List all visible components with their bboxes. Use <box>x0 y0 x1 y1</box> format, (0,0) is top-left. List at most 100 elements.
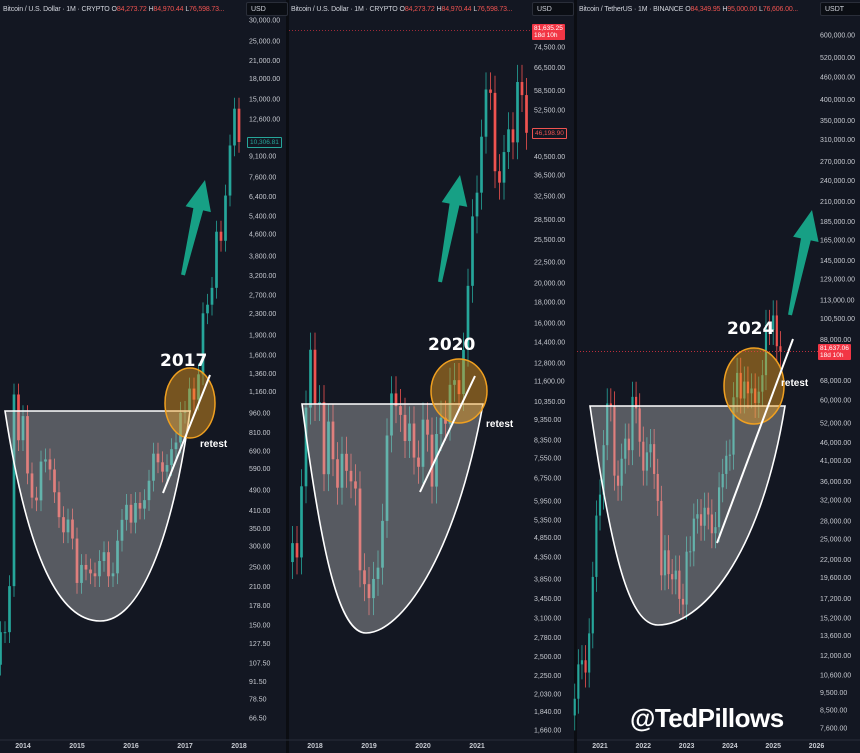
candle-body <box>736 372 739 398</box>
price-tick-label: 12,800.00 <box>534 361 565 368</box>
cup-pattern-shape <box>301 403 484 634</box>
candle-body <box>197 374 200 400</box>
price-tick-label: 28,000.00 <box>820 519 851 526</box>
candle-body <box>717 487 721 528</box>
candle <box>507 112 510 169</box>
candle <box>300 469 303 575</box>
candle-body <box>0 632 2 665</box>
candle-body <box>80 564 83 583</box>
candle-body <box>435 434 438 487</box>
candle <box>367 567 371 616</box>
candle <box>21 405 25 452</box>
price-value: 81,637.06 <box>820 345 849 353</box>
candle-body <box>750 388 753 394</box>
candle-body <box>685 551 688 605</box>
candle-body <box>656 473 659 501</box>
candle-body <box>602 445 605 495</box>
currency-selector[interactable]: USDT <box>820 2 860 16</box>
candle-body <box>772 315 775 330</box>
candle <box>30 462 34 509</box>
candle <box>349 453 353 499</box>
candle-body <box>152 453 155 481</box>
candle-body <box>457 380 461 395</box>
candle <box>125 493 128 531</box>
candle <box>421 402 425 484</box>
candle-body <box>642 441 645 471</box>
candle <box>710 499 713 549</box>
candle <box>642 426 645 486</box>
candle <box>466 268 470 367</box>
candle <box>480 119 483 210</box>
candle-body <box>732 397 735 455</box>
price-tick-label: 40,500.00 <box>534 154 565 161</box>
symbol-title[interactable]: Bitcoin / TetherUS · 1M · BINANCE <box>579 5 684 13</box>
candle-body <box>588 633 591 673</box>
price-tick-label: 1,360.00 <box>249 371 276 378</box>
candle-body <box>39 461 43 501</box>
price-tick-label: 22,500.00 <box>534 259 565 266</box>
candle <box>165 454 169 483</box>
candle-body <box>573 698 576 716</box>
candle-body <box>471 216 474 286</box>
candle <box>390 376 393 453</box>
price-tick-label: 100,500.00 <box>820 316 855 323</box>
candle-body <box>331 421 335 460</box>
up-arrow-icon <box>788 210 819 316</box>
candle <box>573 683 576 731</box>
low-value: 76,598.73... <box>477 5 513 13</box>
candle <box>656 458 659 516</box>
candle <box>444 400 447 441</box>
price-tick-label: 590.00 <box>249 466 271 473</box>
current-price-label: 10,306.81 <box>247 137 282 149</box>
candle <box>703 492 706 541</box>
candle-body <box>143 500 146 509</box>
candle-body <box>710 514 713 534</box>
candle-body <box>336 459 339 488</box>
candle <box>761 360 764 407</box>
cup-pattern-shape <box>589 405 786 626</box>
candle <box>667 535 670 590</box>
candle <box>754 373 757 418</box>
candle <box>107 541 110 588</box>
candle-body <box>520 82 524 96</box>
candle-body <box>728 454 731 456</box>
price-tick-label: 12,000.00 <box>820 653 851 660</box>
candle <box>511 112 515 160</box>
candle-body <box>354 481 357 489</box>
candle-body <box>53 469 56 493</box>
symbol-title[interactable]: Bitcoin / U.S. Dollar · 1M · CRYPTO <box>291 5 398 13</box>
price-tick-label: 11,600.00 <box>534 378 565 385</box>
time-tick-label: 2018 <box>231 743 247 750</box>
price-tick-label: 600,000.00 <box>820 33 855 40</box>
candle-body <box>631 396 634 451</box>
symbol-title[interactable]: Bitcoin / U.S. Dollar · 1M · CRYPTO <box>3 5 110 13</box>
currency-selector[interactable]: USD <box>532 2 574 16</box>
candle-body <box>613 406 616 476</box>
candle-body <box>489 89 492 93</box>
candle <box>8 575 11 643</box>
candle-body <box>498 171 501 183</box>
candle-body <box>340 453 344 488</box>
candle-body <box>466 285 470 350</box>
candle <box>624 423 627 474</box>
currency-selector[interactable]: USD <box>246 2 288 16</box>
up-arrow-icon <box>438 175 468 283</box>
candle <box>430 417 434 504</box>
price-tick-label: 19,600.00 <box>820 575 851 582</box>
candle <box>606 388 609 461</box>
candle-body <box>129 504 133 523</box>
candle <box>660 485 663 591</box>
price-value: 81,635.25 <box>534 24 563 32</box>
candle-body <box>453 380 456 385</box>
current-price-label: 46,198.90 <box>532 127 567 139</box>
candle-body <box>71 519 74 539</box>
candle <box>0 621 2 676</box>
candle <box>714 512 717 549</box>
breakout-highlight-ellipse <box>430 358 488 424</box>
candle-body <box>390 393 393 436</box>
candle <box>728 439 731 471</box>
candle-body <box>237 108 241 143</box>
price-tick-label: 3,800.00 <box>249 253 276 260</box>
candle <box>520 64 524 113</box>
